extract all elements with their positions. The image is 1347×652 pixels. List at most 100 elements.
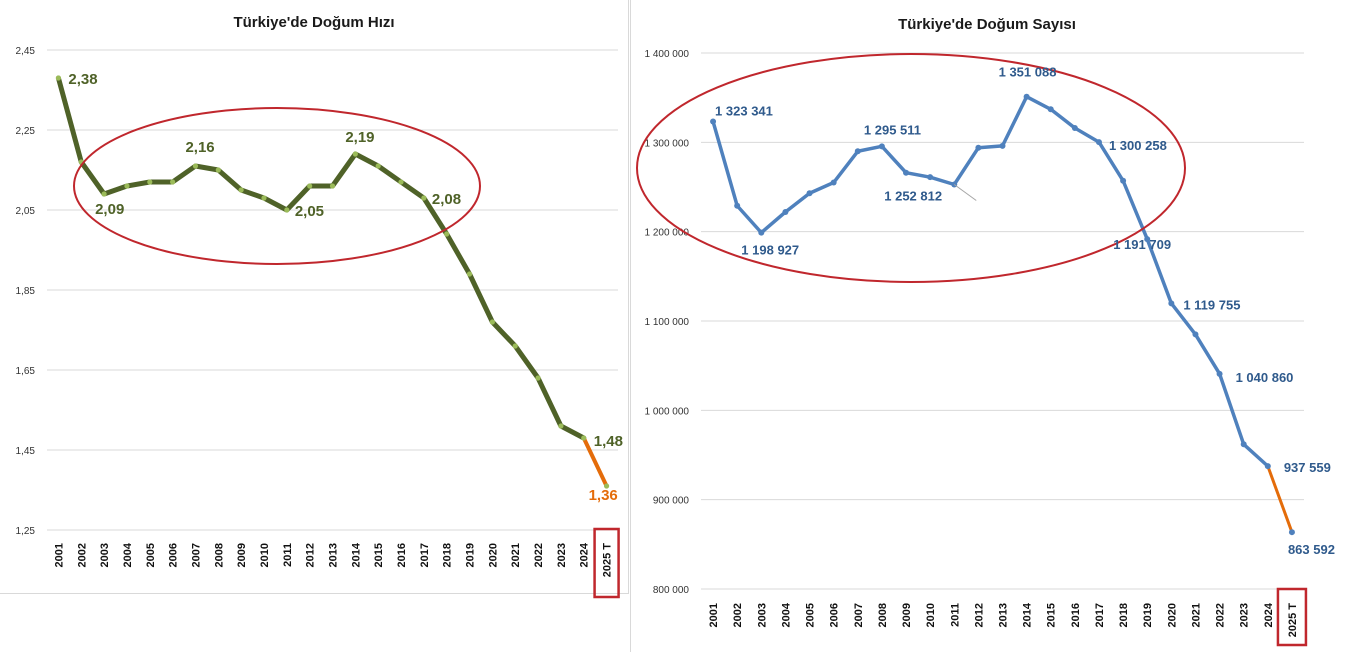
x-tick-label: 2013 [328,543,340,567]
data-label: 1 300 258 [1109,138,1167,153]
data-point-marker [1288,529,1295,536]
data-point-marker [147,179,153,185]
data-point-marker [903,169,910,176]
x-tick-label: 2015 [1046,603,1058,627]
x-tick-label: 2024 [579,542,591,567]
data-label: 1 295 511 [864,122,921,137]
x-tick-label: 2025 T [602,543,614,578]
data-point-marker [782,209,789,216]
x-tick-label: 2004 [122,542,134,567]
x-tick-label: 2025 T [1287,603,1299,638]
data-point-marker [734,202,741,209]
chart-title: Türkiye'de Doğum Hızı [233,14,394,31]
x-tick-label: 2021 [1190,603,1202,627]
x-tick-label: 2001 [708,603,720,627]
data-label: 1 119 755 [1183,297,1240,312]
forecast-highlight-box [1276,587,1308,647]
data-point-marker [284,207,290,213]
x-tick-label: 2001 [53,543,65,567]
data-label: 2,16 [185,139,214,156]
data-point-marker [710,118,717,125]
forecast-highlight-box [593,527,620,599]
data-point-marker [1240,441,1247,448]
data-point-marker [1047,106,1054,113]
x-tick-label: 2016 [396,543,408,567]
y-tick-label: 1,85 [16,286,36,297]
data-point-marker [854,148,861,155]
birth-rate-chart: 1,25 1,45 1,65 1,85 2,05 2,25 2,45 Türkiye'de D… [16,14,623,599]
data-point-marker [55,75,62,81]
x-tick-label: 2004 [780,602,792,627]
x-tick-label: 2022 [1215,603,1227,627]
data-point-marker [1023,93,1030,100]
series-line [55,75,587,441]
data-point-marker [261,195,267,201]
x-tick-label: 2018 [1118,603,1130,627]
data-label-leader [953,184,977,201]
x-tick-label: 2019 [1142,603,1154,627]
x-tick-label: 2011 [282,543,294,567]
data-point-marker [1192,331,1199,338]
data-label: 1 323 341 [715,103,773,118]
data-label: 937 559 [1284,460,1331,475]
x-tick-label: 2005 [805,603,817,627]
data-point-marker [1120,177,1127,184]
data-point-marker [758,229,765,236]
data-point-marker [975,144,982,151]
data-point-marker [329,183,336,189]
x-tick-label: 2008 [213,543,225,567]
y-tick-label: 1,25 [16,526,36,537]
highlight-ellipse [73,107,481,265]
data-label: 1,48 [594,433,623,450]
data-point-marker [512,343,518,349]
y-tick-label: 1 000 000 [645,406,690,417]
x-tick-label: 2024 [1263,602,1275,627]
chart-title: Türkiye'de Doğum Sayısı [898,16,1076,33]
forecast-segment [581,436,609,488]
x-tick-label: 2022 [533,543,545,567]
data-label: 2,19 [345,129,374,146]
x-tick-label: 2011 [949,603,961,627]
data-label: 1 191 709 [1113,237,1171,252]
data-point-marker [170,179,176,185]
x-tick-label: 2017 [1094,603,1106,627]
y-tick-label: 800 000 [653,585,690,596]
birth-count-chart-panel: 800 000 900 000 1 000 000 1 100 000 1 200 00… [630,0,1347,652]
x-tick-label: 2010 [259,543,271,567]
x-tick-label: 2005 [145,543,157,567]
x-tick-label: 2017 [419,543,431,567]
x-tick-label: 2020 [487,543,499,567]
data-point-marker [375,163,381,169]
data-label: 1 351 088 [999,65,1057,80]
data-point-marker [603,483,610,489]
data-point-marker [878,143,885,150]
data-label: 1 252 812 [884,188,942,203]
x-tick-label: 2012 [973,603,985,627]
x-tick-label: 2021 [510,543,522,567]
x-tick-label: 2006 [168,543,180,567]
data-point-marker [927,174,934,181]
y-tick-label: 900 000 [653,496,690,507]
y-tick-label: 1 200 000 [645,228,690,239]
data-point-marker [806,190,813,197]
data-point-marker [1168,300,1175,307]
x-tick-label: 2009 [236,543,248,567]
birth-rate-chart-panel: 1,25 1,45 1,65 1,85 2,05 2,25 2,45 Türkiye'de D… [0,0,629,599]
x-tick-label: 2018 [442,543,454,567]
data-point-marker [421,195,427,201]
x-tick-label: 2007 [190,543,202,567]
data-point-marker [1216,370,1223,377]
data-label: 1 040 860 [1236,370,1294,385]
y-tick-label: 1,65 [16,366,36,377]
data-point-marker [352,151,358,157]
x-tick-label: 2019 [465,543,477,567]
data-label: 2,08 [432,191,461,208]
data-point-marker [444,231,450,237]
y-tick-label: 2,45 [16,46,36,57]
data-point-marker [238,187,244,193]
data-point-marker [1264,463,1271,470]
data-label: 2,09 [95,201,124,218]
x-tick-label: 2012 [305,543,317,567]
x-tick-label: 2010 [925,603,937,627]
x-tick-label: 2002 [76,543,88,567]
